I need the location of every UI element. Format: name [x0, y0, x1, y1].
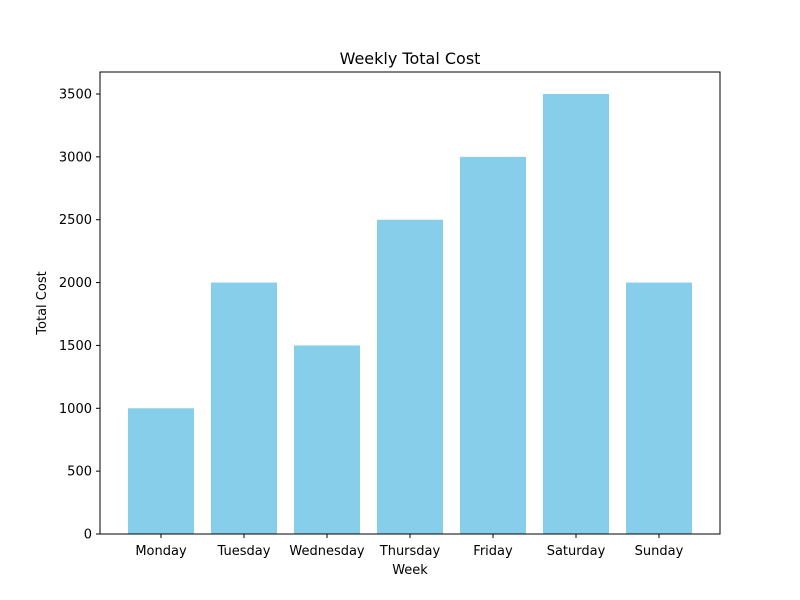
x-tick-label: Friday	[473, 544, 513, 559]
y-tick-label: 2500	[59, 213, 92, 228]
x-tick-label: Monday	[135, 544, 187, 559]
bar-friday	[460, 156, 526, 535]
bar-sunday	[626, 282, 692, 534]
y-tick-label: 500	[67, 465, 92, 480]
y-tick-label: 2000	[59, 276, 92, 291]
x-tick-label: Tuesday	[217, 544, 271, 559]
y-axis-ticks: 0 500 1000 1500 2000 2500 3000 3500	[59, 88, 100, 543]
bar-thursday	[377, 219, 443, 534]
x-tick-label: Thursday	[379, 544, 441, 559]
x-axis-label: Week	[392, 563, 428, 578]
bar-tuesday	[211, 282, 277, 534]
y-tick-label: 3500	[59, 88, 92, 103]
y-tick-label: 3000	[59, 150, 92, 165]
x-axis-ticks: Monday Tuesday Wednesday Thursday Friday Satu…	[135, 534, 684, 559]
bar-wednesday	[294, 345, 360, 534]
y-tick-label: 1500	[59, 339, 92, 354]
bars-group	[128, 94, 692, 535]
bar-monday	[128, 408, 194, 534]
x-tick-label: Sunday	[635, 544, 684, 559]
y-tick-label: 0	[84, 528, 92, 543]
bar-saturday	[543, 94, 609, 534]
x-tick-label: Saturday	[547, 544, 606, 559]
y-tick-label: 1000	[59, 402, 92, 417]
x-tick-label: Wednesday	[289, 544, 365, 559]
plot-frame	[99, 71, 721, 535]
chart-title: Weekly Total Cost	[340, 49, 481, 68]
y-axis-label: Total Cost	[35, 271, 50, 335]
